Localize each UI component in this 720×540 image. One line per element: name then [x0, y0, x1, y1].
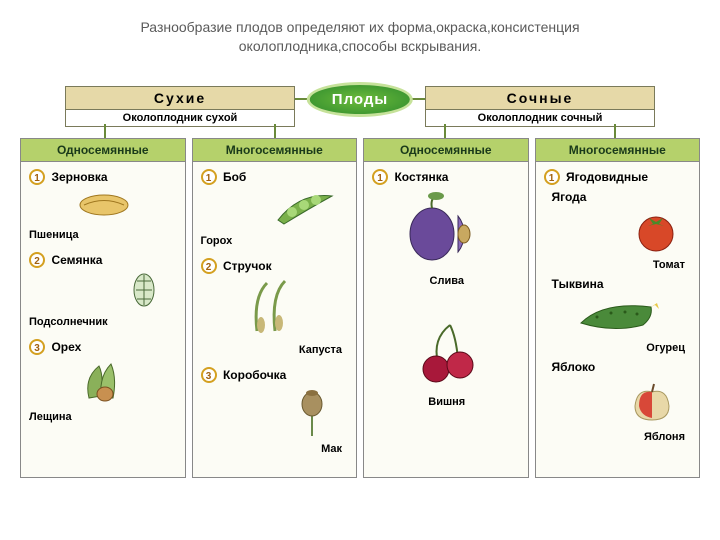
list-item: Вишня	[364, 311, 528, 412]
col-head: Многосемянные	[193, 139, 357, 162]
column-2: Многосемянные 1 Боб Горох 2 Стручок Капу…	[192, 138, 358, 478]
item-type: Тыквина	[552, 277, 604, 291]
item-name: Пшеница	[29, 229, 179, 241]
num-badge: 3	[201, 367, 217, 383]
num-badge: 1	[544, 169, 560, 185]
column-3: Односемянные 1 Костянка Слива Вишня	[363, 138, 529, 478]
item-name: Подсолнечник	[29, 316, 179, 328]
list-item: 2 Семянка Подсолнечник	[21, 245, 185, 332]
list-item: Ягода Томат	[536, 186, 700, 275]
item-name: Вишня	[372, 396, 522, 408]
item-type: Костянка	[394, 170, 448, 184]
center-badge: Плоды	[307, 82, 413, 117]
item-type: Ягодовидные	[566, 170, 648, 184]
col-head: Многосемянные	[536, 139, 700, 162]
num-badge: 1	[201, 169, 217, 185]
item-name: Слива	[372, 275, 522, 287]
list-item: 1 Ягодовидные	[536, 162, 700, 186]
num-badge: 3	[29, 339, 45, 355]
cucumber-icon	[544, 295, 694, 340]
item-name: Яблоня	[544, 431, 694, 443]
category-juicy-sub: Околоплодник сочный	[425, 110, 655, 127]
item-type: Зерновка	[51, 170, 107, 184]
sunflower-icon	[29, 271, 179, 314]
vconn	[614, 124, 616, 138]
hazel-icon	[29, 358, 179, 409]
item-name: Лещина	[29, 411, 179, 423]
item-type: Боб	[223, 170, 246, 184]
list-item: 2 Стручок Капуста	[193, 251, 357, 360]
item-type: Яблоко	[552, 360, 596, 374]
column-4: Многосемянные 1 Ягодовидные Ягода Томат …	[535, 138, 701, 478]
category-juicy-title: Сочные	[425, 86, 655, 110]
item-type: Орех	[51, 340, 81, 354]
category-dry-sub: Околоплодник сухой	[65, 110, 295, 127]
list-item: 3 Коробочка Мак	[193, 360, 357, 459]
pea-icon	[201, 188, 351, 233]
list-item: 3 Орех Лещина	[21, 332, 185, 427]
col-head: Односемянные	[364, 139, 528, 162]
tomato-icon	[544, 208, 694, 257]
list-item: 1 Зерновка Пшеница	[21, 162, 185, 245]
vconn	[444, 124, 446, 138]
apple-icon	[544, 378, 694, 429]
column-1: Односемянные 1 Зерновка Пшеница 2 Семянк…	[20, 138, 186, 478]
caption-text: Разнообразие плодов определяют их форма,…	[0, 0, 720, 66]
item-name: Горох	[201, 235, 351, 247]
item-type: Ягода	[552, 190, 587, 204]
list-item: Яблоко Яблоня	[536, 358, 700, 447]
wheat-icon	[29, 188, 179, 227]
list-item: Тыквина Огурец	[536, 275, 700, 358]
cherry-icon	[372, 319, 522, 394]
item-name: Капуста	[201, 344, 351, 356]
category-juicy: Сочные Околоплодник сочный	[425, 86, 655, 127]
category-dry: Сухие Околоплодник сухой	[65, 86, 295, 127]
category-dry-title: Сухие	[65, 86, 295, 110]
diagram-container: Плоды Сухие Околоплодник сухой Сочные Ок…	[10, 76, 710, 496]
vconn	[104, 124, 106, 138]
item-type: Коробочка	[223, 368, 286, 382]
vconn	[274, 124, 276, 138]
num-badge: 2	[29, 252, 45, 268]
item-name: Огурец	[544, 342, 694, 354]
item-type: Стручок	[223, 259, 272, 273]
num-badge: 2	[201, 258, 217, 274]
item-name: Мак	[201, 443, 351, 455]
poppy-icon	[201, 386, 351, 441]
list-item: 1 Боб Горох	[193, 162, 357, 251]
columns-row: Односемянные 1 Зерновка Пшеница 2 Семянк…	[20, 138, 700, 478]
item-type: Семянка	[51, 253, 102, 267]
cabbage-icon	[201, 277, 351, 342]
num-badge: 1	[372, 169, 388, 185]
plum-icon	[372, 188, 522, 273]
item-name: Томат	[544, 259, 694, 271]
num-badge: 1	[29, 169, 45, 185]
list-item: 1 Костянка Слива	[364, 162, 528, 291]
col-head: Односемянные	[21, 139, 185, 162]
